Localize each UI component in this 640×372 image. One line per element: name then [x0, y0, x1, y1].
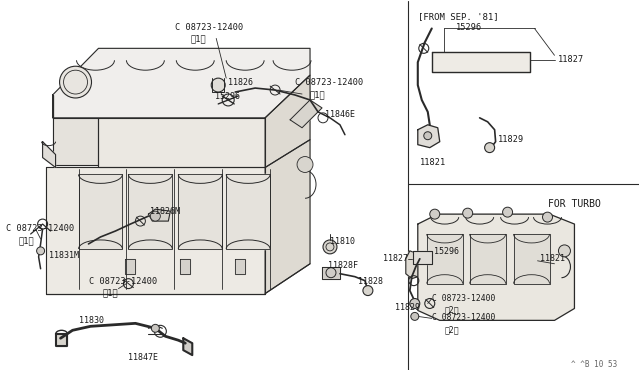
Circle shape — [323, 240, 337, 254]
Polygon shape — [56, 334, 67, 346]
Text: 11829: 11829 — [498, 135, 524, 144]
Text: （2）: （2） — [445, 305, 460, 314]
Circle shape — [297, 157, 313, 173]
Text: ^ ^B 10 53: ^ ^B 10 53 — [571, 360, 618, 369]
Polygon shape — [129, 174, 172, 249]
Polygon shape — [180, 259, 190, 274]
Text: 11829: 11829 — [395, 304, 420, 312]
Circle shape — [424, 132, 432, 140]
Polygon shape — [79, 174, 122, 249]
Circle shape — [152, 324, 159, 332]
Polygon shape — [226, 174, 270, 249]
Text: 11827: 11827 — [383, 254, 408, 263]
Text: 11810: 11810 — [330, 237, 355, 246]
Text: FOR TURBO: FOR TURBO — [547, 199, 600, 209]
Text: 11827: 11827 — [557, 55, 584, 64]
Polygon shape — [322, 267, 340, 279]
Polygon shape — [183, 338, 192, 355]
Polygon shape — [45, 167, 265, 294]
Circle shape — [36, 247, 45, 255]
Text: 11847E: 11847E — [129, 353, 159, 362]
Text: 15296: 15296 — [434, 247, 459, 256]
Polygon shape — [265, 75, 310, 167]
Circle shape — [430, 209, 440, 219]
Circle shape — [410, 298, 420, 308]
Polygon shape — [235, 259, 245, 274]
Circle shape — [363, 286, 373, 295]
Text: 11821: 11821 — [420, 158, 446, 167]
Text: （2）: （2） — [445, 326, 460, 334]
Text: [FROM SEP. '81]: [FROM SEP. '81] — [418, 13, 499, 22]
Polygon shape — [179, 174, 222, 249]
Text: （1）: （1） — [19, 236, 35, 245]
Polygon shape — [52, 95, 99, 164]
Circle shape — [502, 207, 513, 217]
Polygon shape — [43, 142, 56, 167]
Circle shape — [211, 78, 225, 92]
Polygon shape — [148, 209, 170, 221]
Text: C 08723-12400: C 08723-12400 — [175, 23, 244, 32]
Polygon shape — [99, 118, 265, 167]
Circle shape — [543, 212, 552, 222]
Polygon shape — [418, 214, 575, 320]
Text: （1）: （1） — [310, 90, 326, 99]
Text: 11830: 11830 — [79, 317, 104, 326]
Text: 15296: 15296 — [456, 23, 482, 32]
Text: 11831M: 11831M — [49, 251, 79, 260]
Polygon shape — [290, 100, 322, 128]
Circle shape — [150, 211, 161, 221]
Text: C 08723-12400: C 08723-12400 — [295, 78, 364, 87]
Polygon shape — [125, 259, 136, 274]
Text: （1）: （1） — [102, 289, 118, 298]
Text: 11821: 11821 — [540, 254, 564, 263]
Polygon shape — [52, 48, 310, 118]
Text: 11826M: 11826M — [150, 207, 180, 216]
Polygon shape — [432, 52, 529, 72]
Text: C 08723-12400: C 08723-12400 — [6, 224, 74, 233]
Polygon shape — [265, 140, 310, 294]
Polygon shape — [427, 234, 463, 283]
Polygon shape — [513, 234, 550, 283]
Polygon shape — [413, 251, 432, 264]
Text: C 08723-12400: C 08723-12400 — [88, 277, 157, 286]
Polygon shape — [470, 234, 506, 283]
Text: （1）: （1） — [190, 35, 206, 44]
Circle shape — [411, 312, 419, 320]
Circle shape — [484, 142, 495, 153]
Text: 11828F: 11828F — [328, 261, 358, 270]
Polygon shape — [418, 125, 440, 148]
Circle shape — [559, 245, 570, 257]
Circle shape — [60, 66, 92, 98]
Circle shape — [463, 208, 473, 218]
Text: 11826: 11826 — [228, 78, 253, 87]
Polygon shape — [406, 251, 418, 279]
Text: 11846E: 11846E — [325, 110, 355, 119]
Text: C 08723-12400: C 08723-12400 — [432, 314, 495, 323]
Text: 11828: 11828 — [358, 277, 383, 286]
Text: C 08723-12400: C 08723-12400 — [432, 294, 495, 302]
Text: 15296: 15296 — [215, 92, 240, 101]
